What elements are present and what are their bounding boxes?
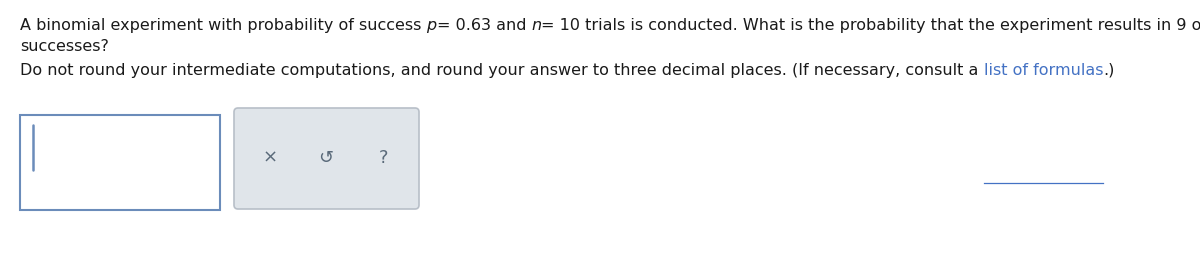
Text: ?: ? xyxy=(378,149,388,167)
Text: A binomial experiment with probability of success: A binomial experiment with probability o… xyxy=(20,18,426,33)
FancyBboxPatch shape xyxy=(234,108,419,209)
Bar xyxy=(20,115,220,210)
Text: successes?: successes? xyxy=(20,39,109,54)
Text: ×: × xyxy=(263,149,277,167)
Text: = 10 trials is conducted. What is the probability that the experiment results in: = 10 trials is conducted. What is the pr… xyxy=(541,18,1200,33)
Text: list of formulas: list of formulas xyxy=(984,63,1103,78)
Text: ↺: ↺ xyxy=(318,149,334,167)
Text: .): .) xyxy=(1103,63,1115,78)
Text: p: p xyxy=(426,18,437,33)
Text: n: n xyxy=(532,18,541,33)
Text: = 0.63 and: = 0.63 and xyxy=(437,18,532,33)
Text: Do not round your intermediate computations, and round your answer to three deci: Do not round your intermediate computati… xyxy=(20,63,984,78)
